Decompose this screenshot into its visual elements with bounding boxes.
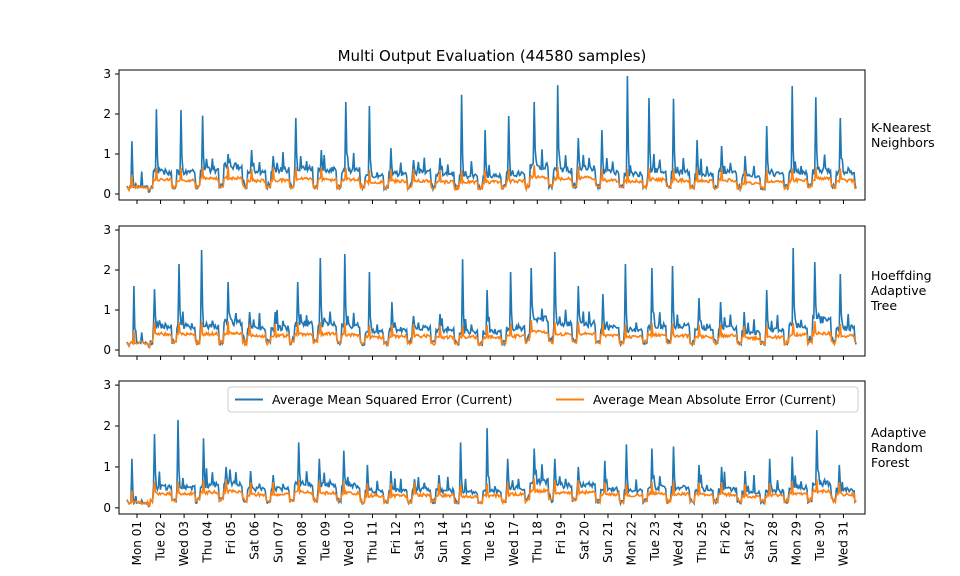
y-tick-label: 1 bbox=[103, 303, 111, 317]
y-tick-label: 0 bbox=[103, 343, 111, 357]
x-tick-label: Sun 28 bbox=[766, 521, 780, 563]
panel-arf-plot bbox=[126, 419, 857, 508]
x-tick-label: Tue 30 bbox=[813, 521, 827, 562]
x-tick-label: Sat 13 bbox=[413, 521, 427, 560]
chart-title: Multi Output Evaluation (44580 samples) bbox=[338, 47, 647, 65]
x-tick-label: Wed 24 bbox=[672, 521, 686, 566]
x-tick-label: Sat 27 bbox=[742, 521, 756, 560]
x-tick-label: Sun 21 bbox=[601, 521, 615, 563]
panel-arf-label-line-3: Forest bbox=[871, 455, 909, 470]
x-tick-label: Fri 05 bbox=[224, 521, 238, 554]
x-tick-label: Tue 02 bbox=[154, 521, 168, 562]
panel-hat-label-line-2: Adaptive bbox=[871, 283, 927, 298]
y-tick-label: 1 bbox=[103, 147, 111, 161]
panel-arf-label-line-1: Adaptive bbox=[871, 425, 927, 440]
panel-arf-frame bbox=[118, 380, 866, 515]
panel-hat-label-line-3: Tree bbox=[870, 298, 897, 313]
x-tick-label: Fri 19 bbox=[554, 521, 568, 554]
panel-arf-yticks: 0 1 2 3 bbox=[103, 378, 119, 515]
x-tick-label: Mon 15 bbox=[460, 521, 474, 565]
y-tick-label: 0 bbox=[103, 501, 111, 515]
y-tick-label: 0 bbox=[103, 187, 111, 201]
x-tick-label: Wed 31 bbox=[836, 521, 850, 566]
panel-arf-mse-line bbox=[126, 419, 857, 508]
legend-mae-label: Average Mean Absolute Error (Current) bbox=[593, 392, 836, 407]
panel-knn-frame bbox=[118, 69, 866, 201]
x-tick-label: Tue 23 bbox=[648, 521, 662, 562]
panel-arf-mae-line bbox=[126, 478, 857, 508]
x-tick-label: Sun 14 bbox=[436, 521, 450, 563]
panel-hat-mae-line bbox=[126, 319, 857, 350]
x-tick-label: Mon 29 bbox=[789, 521, 803, 565]
panel-knn: 0 1 2 3 K-Nearest Neighbors bbox=[103, 67, 935, 204]
x-tick-label: Fri 12 bbox=[389, 521, 403, 554]
x-tick-label: Sat 20 bbox=[577, 521, 591, 560]
panel-hat-label: Hoeffding Adaptive Tree bbox=[870, 268, 936, 313]
x-tick-label: Fri 26 bbox=[719, 521, 733, 554]
x-tick-label: Thu 25 bbox=[695, 521, 709, 564]
x-tick-label: Mon 01 bbox=[130, 521, 144, 565]
x-tick-label: Mon 22 bbox=[625, 521, 639, 565]
panel-hat-frame bbox=[118, 225, 866, 357]
x-tick-label: Wed 10 bbox=[342, 521, 356, 566]
x-tick-label: Wed 03 bbox=[177, 521, 191, 566]
panel-hat-xticks bbox=[136, 356, 844, 360]
panel-knn-label-line-1: K-Nearest bbox=[871, 120, 931, 135]
panel-hat: 0 1 2 3 Hoeffding Adaptive Tree bbox=[103, 223, 936, 360]
x-tick-label: Mon 08 bbox=[295, 521, 309, 565]
x-tick-label: Wed 17 bbox=[507, 521, 521, 566]
panel-knn-plot bbox=[126, 75, 857, 194]
panel-arf-xticks bbox=[136, 514, 844, 518]
panel-hat-label-line-1: Hoeffding bbox=[871, 268, 932, 283]
x-tick-labels: Mon 01 Tue 02 Wed 03 Thu 04 Fri 05 Sat 06 Sun … bbox=[130, 521, 850, 566]
x-tick-label: Tue 16 bbox=[483, 521, 497, 562]
panel-hat-yticks: 0 1 2 3 bbox=[103, 223, 119, 357]
legend-mse-label: Average Mean Squared Error (Current) bbox=[272, 392, 512, 407]
legend: Average Mean Squared Error (Current) Ave… bbox=[227, 386, 859, 413]
y-tick-label: 3 bbox=[103, 223, 111, 237]
panel-knn-label: K-Nearest Neighbors bbox=[871, 120, 935, 150]
x-tick-label: Thu 11 bbox=[365, 521, 379, 564]
legend-box bbox=[227, 386, 859, 413]
panel-knn-mae-line bbox=[126, 165, 857, 193]
x-tick-label: Tue 09 bbox=[318, 521, 332, 562]
panel-hat-plot bbox=[126, 247, 857, 350]
y-tick-label: 2 bbox=[103, 107, 111, 121]
x-tick-label: Thu 04 bbox=[201, 521, 215, 564]
y-tick-label: 3 bbox=[103, 67, 111, 81]
y-tick-label: 2 bbox=[103, 263, 111, 277]
panel-knn-yticks: 0 1 2 3 bbox=[103, 67, 119, 201]
panel-knn-xticks bbox=[136, 200, 844, 204]
panel-arf: 0 1 2 3 Adaptive Random Forest bbox=[103, 378, 930, 518]
x-tick-label: Sun 07 bbox=[271, 521, 285, 563]
panel-arf-label: Adaptive Random Forest bbox=[871, 425, 930, 470]
y-tick-label: 2 bbox=[103, 419, 111, 433]
y-tick-label: 3 bbox=[103, 378, 111, 392]
x-tick-label: Thu 18 bbox=[530, 521, 544, 564]
panel-knn-mse-line bbox=[126, 75, 857, 194]
panel-knn-label-line-2: Neighbors bbox=[871, 135, 935, 150]
x-tick-label: Sat 06 bbox=[248, 521, 262, 560]
panel-arf-label-line-2: Random bbox=[871, 440, 923, 455]
y-tick-label: 1 bbox=[103, 460, 111, 474]
